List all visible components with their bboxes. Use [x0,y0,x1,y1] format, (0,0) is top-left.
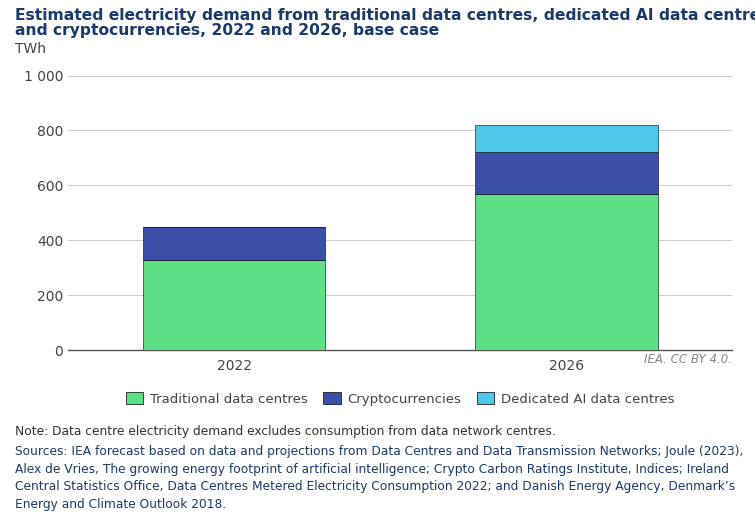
Bar [143,260,325,350]
Text: Sources: IEA forecast based on data and projections from Data Centres and Data T: Sources: IEA forecast based on data and … [15,445,744,511]
Text: Estimated electricity demand from traditional data centres, dedicated AI data ce: Estimated electricity demand from tradit… [15,8,755,23]
Bar [475,152,658,194]
Bar [475,125,658,152]
Text: IEA. CC BY 4.0.: IEA. CC BY 4.0. [644,353,732,366]
Bar [143,227,325,260]
Text: Note: Data centre electricity demand excludes consumption from data network cent: Note: Data centre electricity demand exc… [15,425,556,438]
Bar [475,194,658,350]
Text: and cryptocurrencies, 2022 and 2026, base case: and cryptocurrencies, 2022 and 2026, bas… [15,23,439,38]
Legend: Traditional data centres, Cryptocurrencies, Dedicated AI data centres: Traditional data centres, Cryptocurrenci… [122,388,678,410]
Text: TWh: TWh [15,42,46,56]
